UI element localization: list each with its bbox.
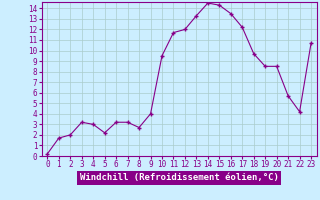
X-axis label: Windchill (Refroidissement éolien,°C): Windchill (Refroidissement éolien,°C) [80, 173, 279, 182]
